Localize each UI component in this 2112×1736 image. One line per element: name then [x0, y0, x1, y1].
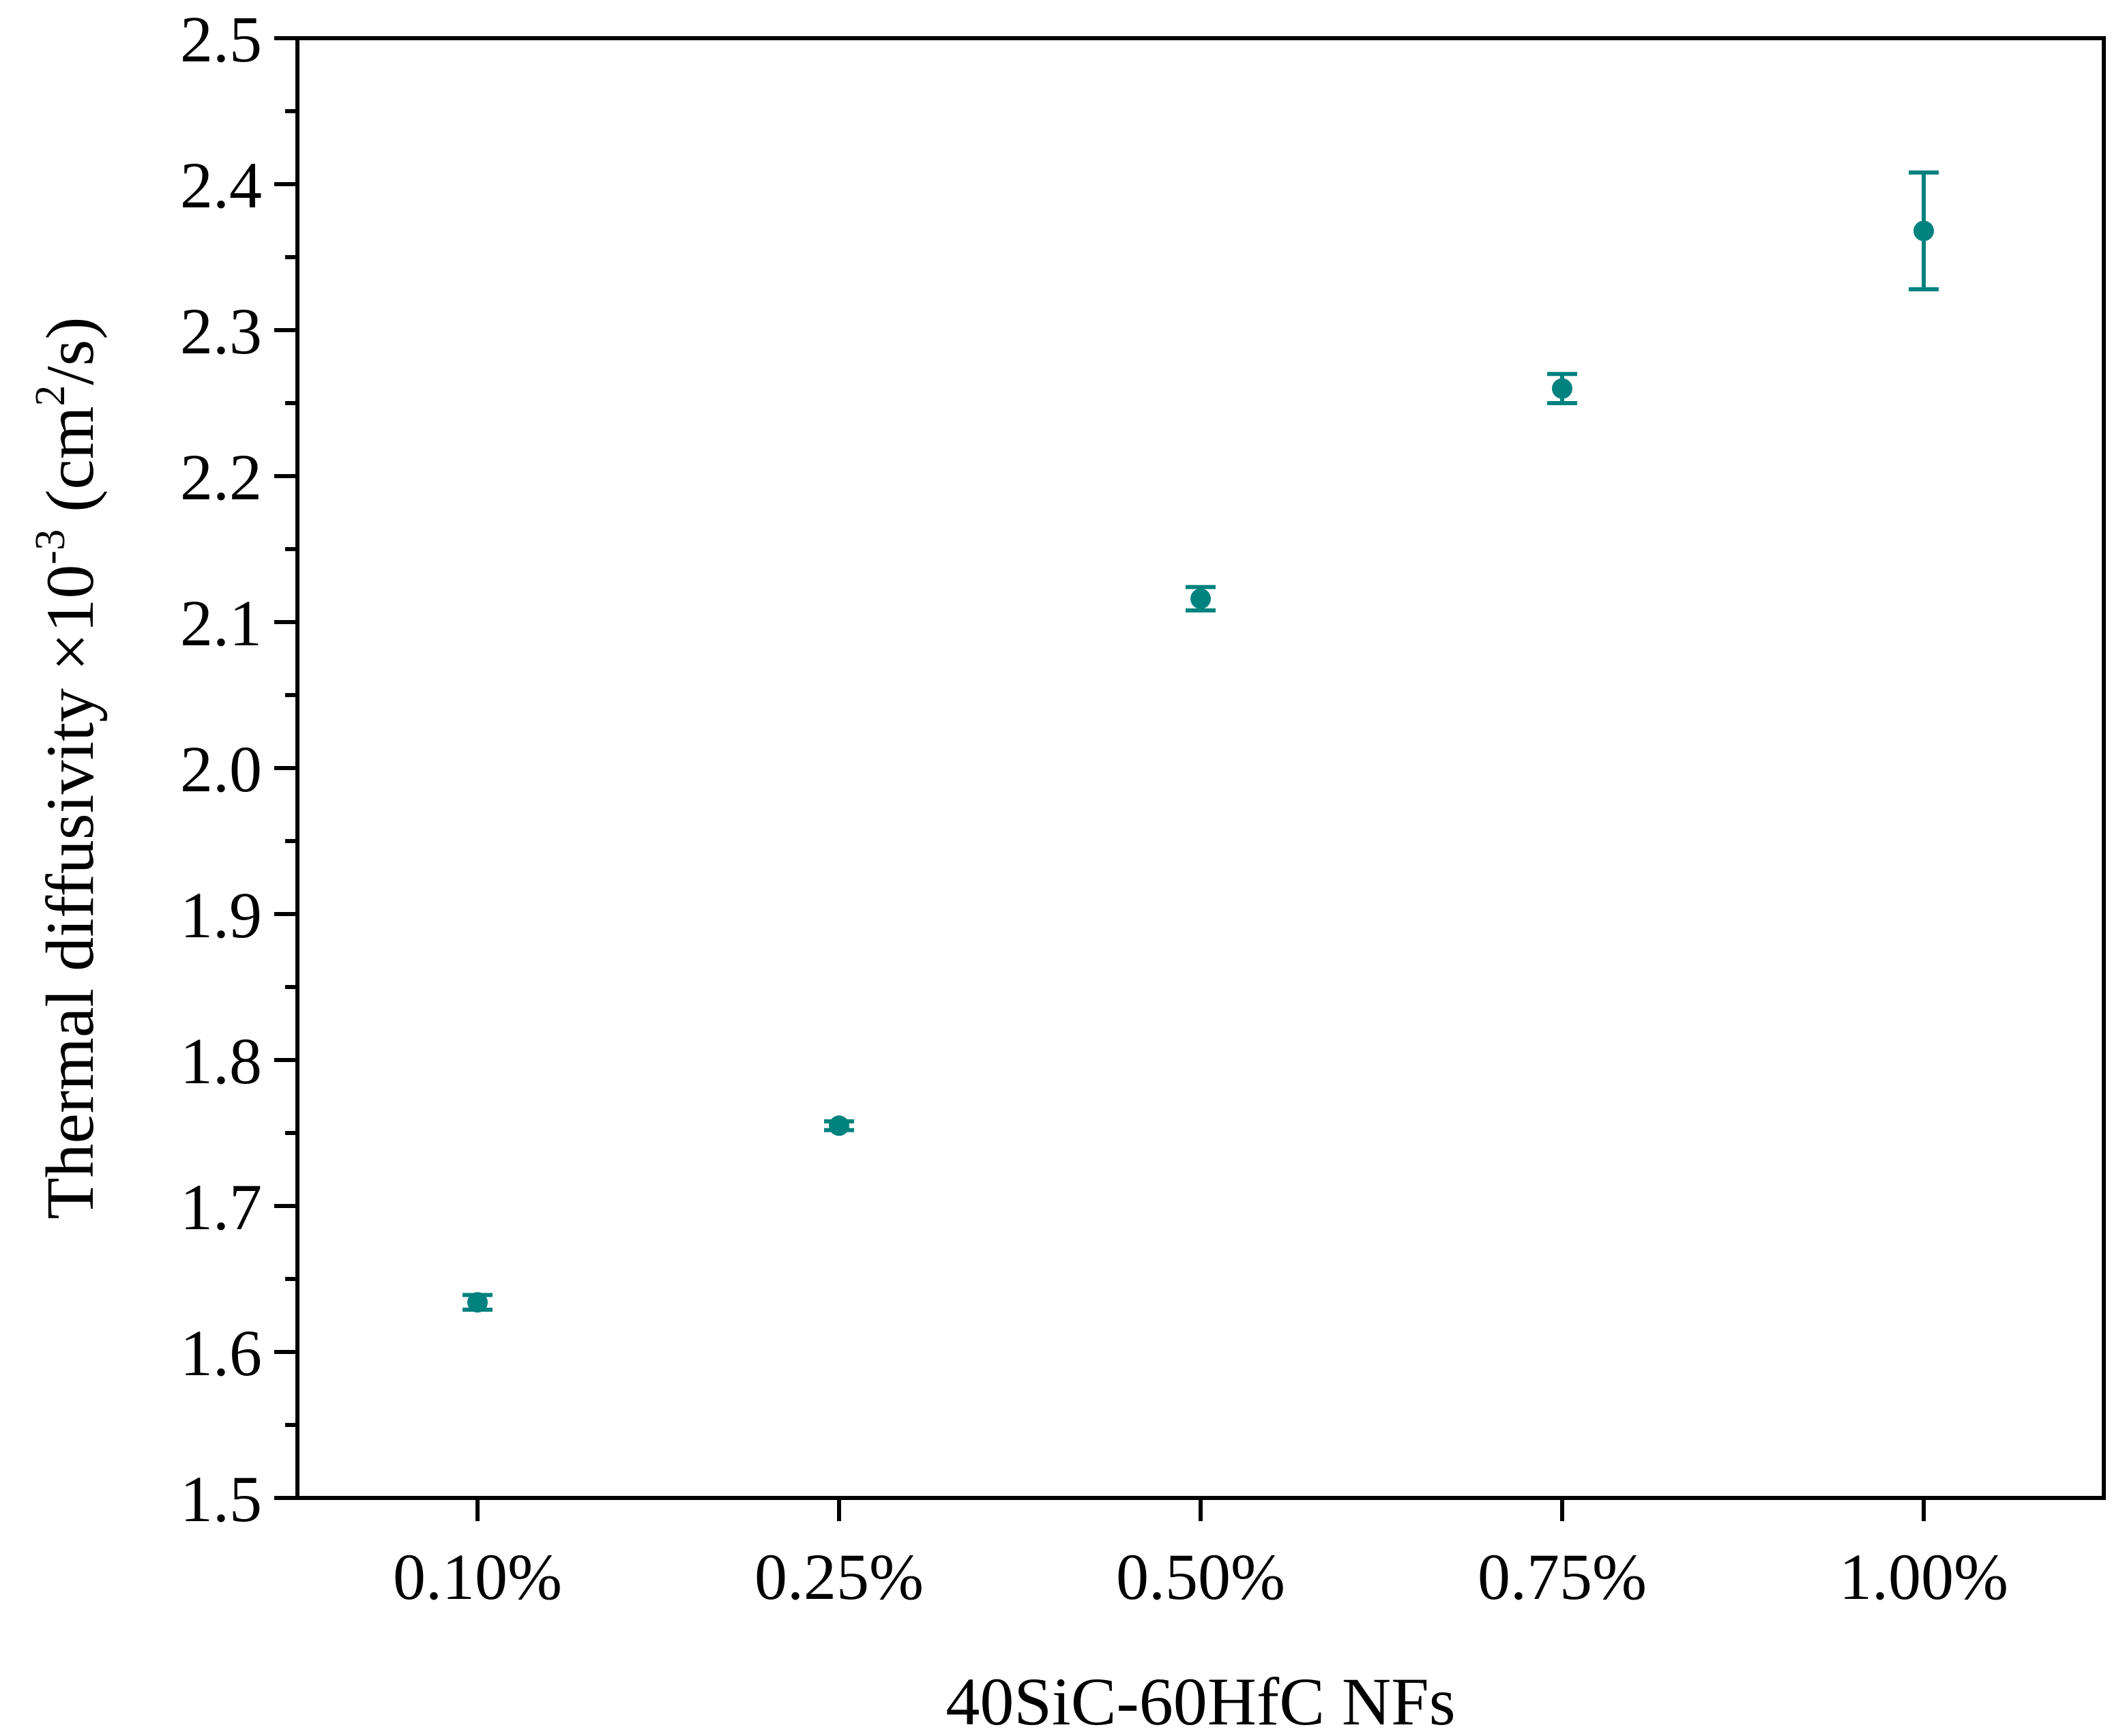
error-bars — [463, 170, 1939, 1312]
y-axis-title: Thermal diffusivity ×10-3 (cm2/s) — [27, 317, 108, 1219]
y-axis-title-unit-close: /s) — [32, 317, 108, 385]
y-tick-label: 1.6 — [180, 1316, 262, 1389]
y-tick-label: 1.9 — [180, 879, 262, 952]
x-tick-label: 1.00% — [1839, 1540, 2008, 1613]
y-tick-label: 2.4 — [180, 149, 262, 222]
y-tick-label: 1.5 — [180, 1462, 262, 1535]
x-axis-ticks — [475, 1498, 1926, 1521]
y-axis-title-exponent: -3 — [27, 529, 74, 565]
plot-frame — [295, 36, 2106, 1500]
y-tick-label: 2.3 — [180, 295, 262, 368]
y-tick-label: 2.5 — [180, 3, 262, 76]
y-axis-title-prefix: Thermal diffusivity ×10 — [32, 565, 108, 1220]
data-point — [1552, 378, 1572, 399]
data-points — [467, 220, 1934, 1313]
y-tick-label: 2.1 — [180, 587, 262, 660]
x-tick-label: 0.25% — [754, 1540, 924, 1613]
data-point — [467, 1292, 488, 1313]
data-point — [1190, 588, 1211, 609]
y-tick-label: 1.8 — [180, 1025, 262, 1098]
y-axis-tick-labels: 1.5 1.6 1.7 1.8 1.9 2.0 2.1 2.2 2.3 2.4 2.5 — [180, 3, 262, 1535]
data-point — [1913, 220, 1934, 241]
y-tick-label: 1.7 — [180, 1171, 262, 1244]
data-point — [829, 1115, 849, 1136]
y-axis-ticks — [274, 36, 297, 1500]
y-tick-label: 2.2 — [180, 441, 262, 514]
x-tick-label: 0.50% — [1116, 1540, 1285, 1613]
x-axis-tick-labels: 0.10% 0.25% 0.50% 0.75% 1.00% — [393, 1540, 2008, 1613]
x-tick-label: 0.10% — [393, 1540, 562, 1613]
y-tick-label: 2.0 — [180, 733, 262, 806]
x-axis-title: 40SiC-60HfC NFs — [945, 1664, 1455, 1736]
y-axis-title-unit-open: (cm — [32, 406, 108, 529]
x-tick-label: 0.75% — [1478, 1540, 1647, 1613]
y-axis-title-unit-exponent: 2 — [27, 385, 74, 406]
